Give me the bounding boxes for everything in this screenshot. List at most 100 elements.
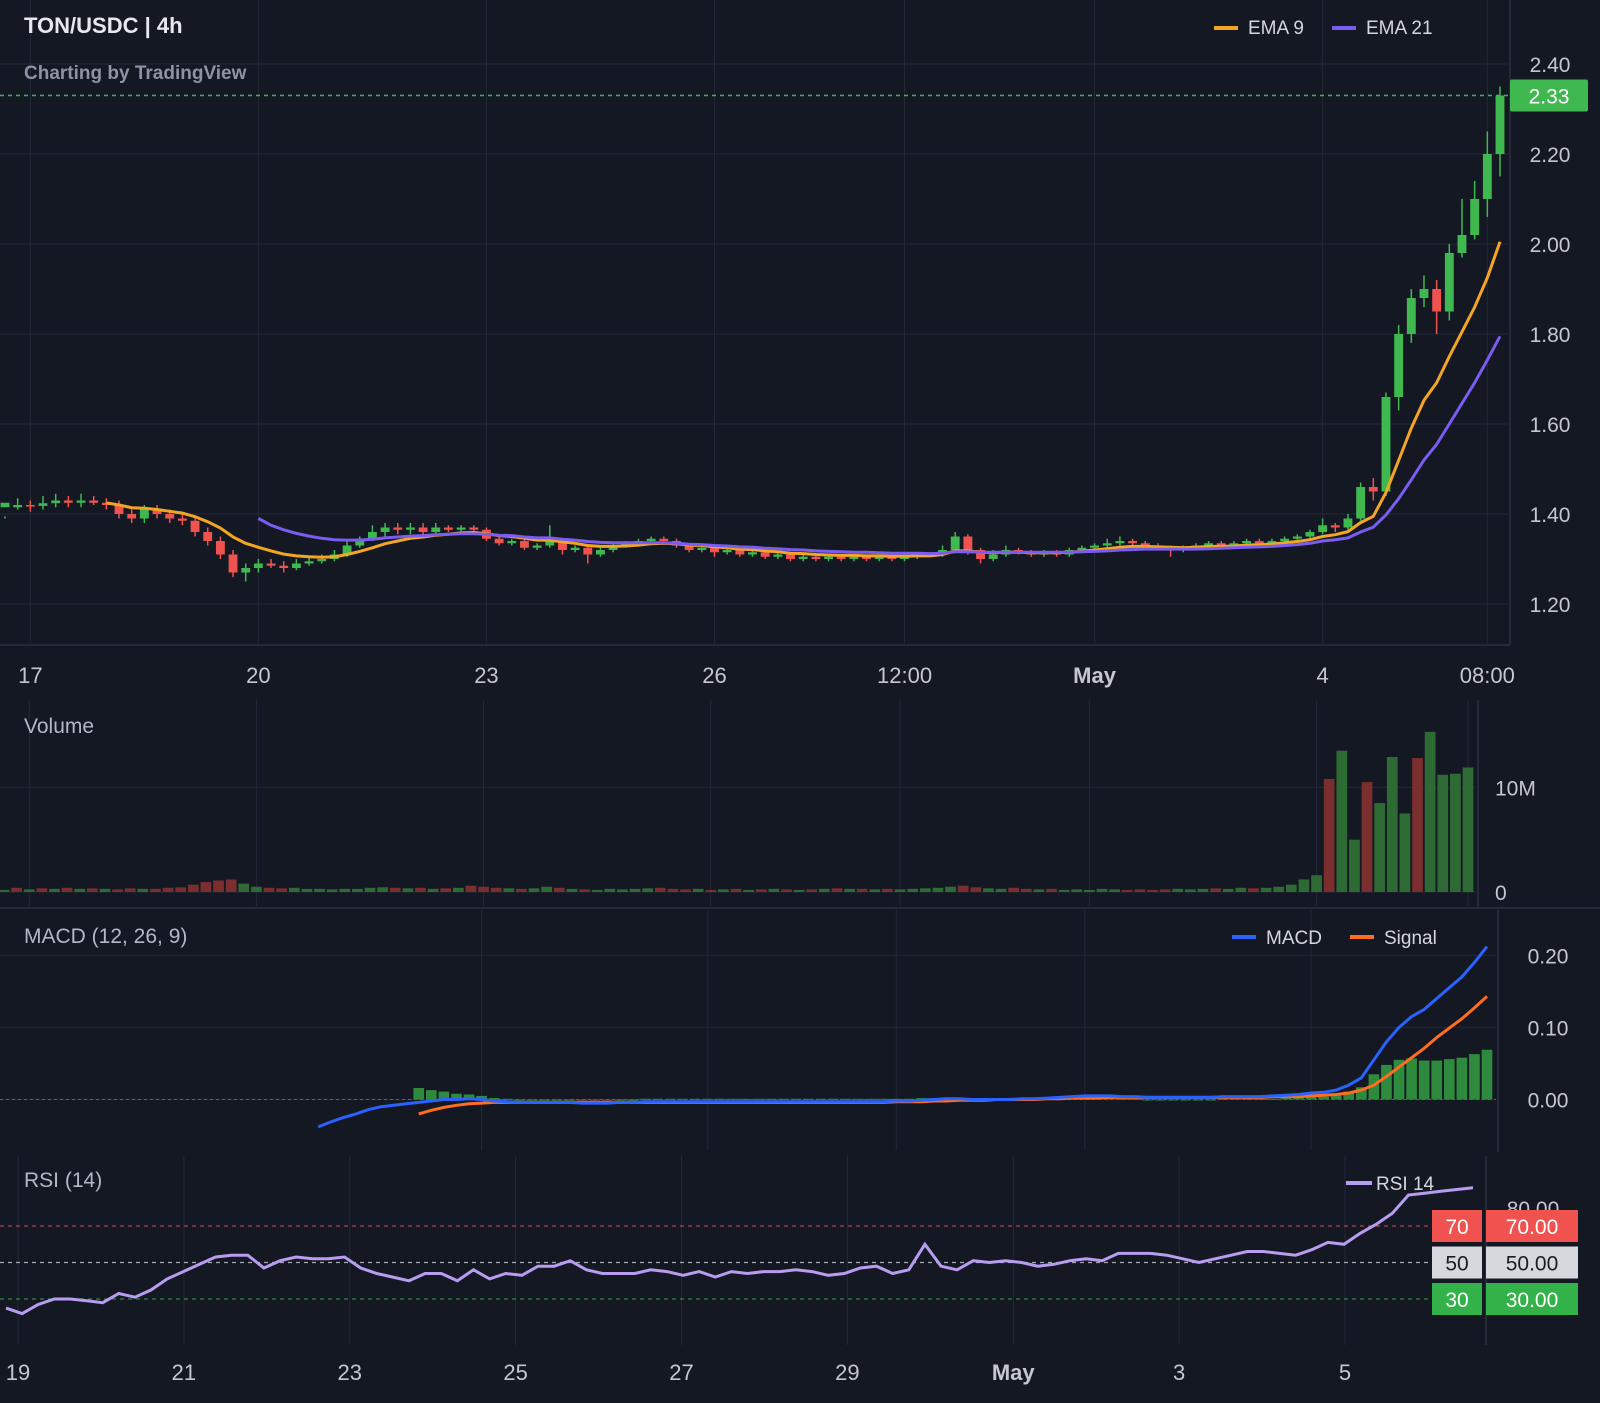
macd-histogram-bar <box>1117 1098 1128 1100</box>
candle-body <box>1482 154 1492 199</box>
price-candle <box>570 545 580 553</box>
volume-y-tick: 0 <box>1495 882 1507 905</box>
macd-y-axis: 0.20 0.10 0.00 <box>1528 945 1569 1112</box>
volume-bar <box>932 887 944 892</box>
volume-bar <box>1197 888 1209 892</box>
rsi-x-tick: 23 <box>338 1360 362 1385</box>
candle-body <box>165 514 175 519</box>
price-y-tick: 2.00 <box>1530 234 1571 257</box>
macd-histogram-bar <box>664 1098 676 1100</box>
price-candle <box>1102 538 1112 548</box>
price-candle <box>215 536 225 559</box>
price-candle <box>1368 478 1378 501</box>
candle-body <box>786 554 795 559</box>
macd-histogram-bar <box>1305 1096 1317 1100</box>
price-candle <box>443 525 453 532</box>
candle-body <box>1457 235 1467 253</box>
price-candle <box>203 527 213 546</box>
price-candle <box>63 496 73 508</box>
volume-bar <box>768 888 780 892</box>
candle-body <box>1077 547 1087 550</box>
ema21-line <box>257 335 1502 556</box>
price-x-tick: 26 <box>702 663 726 688</box>
candle-body <box>1318 525 1328 532</box>
candle-body <box>520 541 529 548</box>
candle-body <box>291 563 301 568</box>
volume-bar <box>882 888 893 892</box>
volume-bar <box>692 888 704 892</box>
volume-bar <box>1386 756 1398 892</box>
macd-histogram-bar <box>425 1090 437 1100</box>
macd-histogram-bar <box>777 1098 789 1100</box>
candle-body <box>558 541 567 550</box>
price-candle <box>279 561 289 573</box>
volume-bar <box>743 889 754 892</box>
macd-histogram-bar <box>501 1098 513 1100</box>
price-candle <box>127 509 137 523</box>
macd-histogram-bar <box>1217 1098 1229 1100</box>
candle-body <box>697 547 707 550</box>
macd-histogram-bar <box>639 1098 651 1100</box>
candle-body <box>279 565 289 568</box>
volume-bar <box>1311 875 1322 892</box>
price-candle <box>380 523 390 537</box>
candle-body <box>1128 541 1138 544</box>
candle-body <box>887 556 897 559</box>
macd-legend: MACD Signal <box>1232 928 1437 949</box>
macd-line <box>317 945 1489 1129</box>
volume-bar <box>957 885 969 892</box>
volume-bar <box>667 888 679 892</box>
macd-histogram-bar <box>1192 1099 1204 1101</box>
macd-histogram-bar <box>1393 1059 1405 1100</box>
macd-histogram-bar <box>815 1098 827 1100</box>
price-candle <box>291 559 301 571</box>
rsi-x-tick: 25 <box>503 1360 527 1385</box>
volume-bar <box>402 888 414 892</box>
macd-histogram-bar <box>1469 1054 1480 1100</box>
volume-bar <box>528 888 540 892</box>
volume-bar <box>86 888 98 892</box>
macd-histogram-bar <box>1129 1098 1141 1100</box>
price-candle <box>1292 534 1302 541</box>
candle-body <box>494 538 504 544</box>
macd-histogram-bar <box>1230 1098 1241 1100</box>
volume-bar <box>1323 778 1335 892</box>
volume-bar <box>781 889 792 892</box>
volume-bar <box>162 887 174 892</box>
macd-histogram-bar <box>702 1098 714 1100</box>
price-candle <box>520 538 529 550</box>
macd-histogram-bar <box>576 1099 588 1101</box>
candle-body <box>760 552 770 557</box>
volume-bar <box>225 879 237 892</box>
volume-bar <box>654 887 666 892</box>
price-candle <box>1495 86 1505 177</box>
price-candle <box>456 525 466 532</box>
candle-body <box>266 563 276 566</box>
price-candle <box>1318 518 1328 535</box>
macd-histogram-bar <box>513 1099 525 1101</box>
candle-body <box>431 527 441 532</box>
volume-bar <box>1273 886 1285 892</box>
candle-body <box>355 538 365 546</box>
macd-histogram-bar <box>614 1099 626 1101</box>
price-candle <box>773 552 783 559</box>
candle-body <box>773 554 783 557</box>
volume-bar <box>1361 782 1373 892</box>
candle-body <box>950 536 960 550</box>
macd-histogram-bar <box>903 1098 915 1100</box>
macd-histogram-bar <box>601 1099 613 1101</box>
candle-body <box>38 503 48 506</box>
volume-bar <box>0 889 10 892</box>
macd-histogram-bar <box>802 1098 814 1100</box>
volume-bar <box>806 889 818 892</box>
candle-body <box>1115 541 1125 544</box>
volume-bar <box>1298 879 1310 892</box>
volume-bar <box>579 889 590 892</box>
volume-bar <box>1336 750 1348 892</box>
macd-histogram-bar <box>438 1091 450 1100</box>
macd-histogram-bar <box>1154 1099 1166 1101</box>
candle-body <box>228 554 238 573</box>
volume-bar <box>23 889 35 892</box>
volume-bar <box>983 888 994 892</box>
